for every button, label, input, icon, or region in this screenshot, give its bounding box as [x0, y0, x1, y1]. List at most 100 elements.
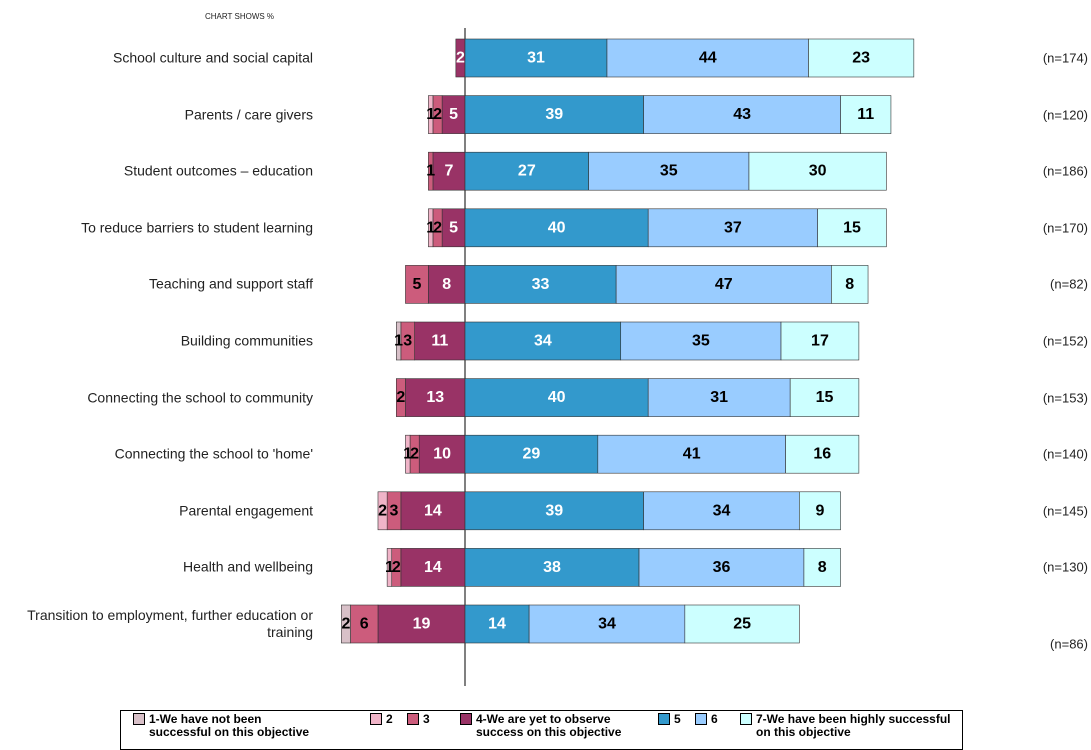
bar-segment: [428, 265, 466, 304]
value-label: 6: [360, 616, 369, 633]
legend-label: 3: [423, 712, 430, 726]
bar-segment: [432, 151, 466, 191]
bar-segment: [647, 208, 818, 248]
value-label: 14: [488, 616, 506, 633]
category-label: Transition to employment, further educat…: [27, 607, 313, 640]
value-label: 19: [413, 616, 431, 633]
legend-swatch: [695, 713, 707, 725]
value-label: 2: [433, 106, 442, 123]
bar-segment: [684, 604, 800, 644]
value-label: 44: [699, 50, 717, 67]
value-label: 11: [857, 106, 874, 123]
value-label: 8: [442, 276, 451, 293]
bar-segment: [377, 491, 388, 531]
legend-item: 4-We are yet to observe success on this …: [460, 713, 658, 739]
n-label: (n=130): [1042, 559, 1088, 575]
value-label: 34: [713, 502, 731, 519]
legend-item: 1-We have not been successful on this ob…: [133, 713, 321, 739]
value-label: 8: [818, 559, 827, 576]
legend-label: 4-We are yet to observe success on this …: [476, 712, 622, 739]
bar-segment: [464, 434, 599, 474]
legend-item: 7-We have been highly successful on this…: [740, 713, 963, 739]
bar-segment: [638, 548, 805, 587]
value-label: 7: [445, 163, 454, 180]
value-label: 15: [843, 219, 861, 236]
bar-segment: [464, 208, 649, 248]
category-label: Health and wellbeing: [183, 558, 313, 575]
value-label: 31: [710, 389, 728, 406]
legend-label: 2: [386, 712, 393, 726]
value-label: 1: [385, 559, 394, 576]
legend-swatch: [407, 713, 419, 725]
n-label: (n=170): [1042, 220, 1088, 236]
value-label: 14: [424, 502, 442, 519]
value-label: 30: [809, 163, 827, 180]
bar-segment: [400, 491, 466, 531]
value-label: 1: [403, 446, 412, 463]
value-label: 2: [456, 50, 465, 67]
legend: 1-We have not been successful on this ob…: [120, 710, 963, 750]
legend-item: 2: [370, 713, 410, 726]
value-label: 14: [424, 559, 442, 576]
bar-segment: [341, 604, 351, 644]
value-label: 43: [733, 106, 751, 123]
n-label: (n=82): [1050, 276, 1088, 292]
value-label: 11: [431, 333, 448, 350]
bar-segment: [643, 95, 841, 134]
category-label: To reduce barriers to student learning: [81, 219, 313, 236]
value-label: 9: [815, 502, 824, 519]
legend-item: 3: [407, 713, 447, 726]
n-label: (n=174): [1042, 50, 1088, 66]
bar-segment: [780, 321, 860, 361]
value-label: 15: [816, 389, 834, 406]
value-label: 2: [410, 446, 419, 463]
n-label: (n=145): [1042, 503, 1088, 519]
value-label: 39: [545, 106, 563, 123]
value-label: 23: [852, 50, 870, 67]
value-label: 1: [394, 333, 403, 350]
value-label: 25: [733, 616, 751, 633]
value-label: 40: [548, 389, 566, 406]
category-label: Connecting the school to 'home': [114, 445, 313, 462]
bar-segment: [464, 604, 530, 644]
bar-segment: [395, 378, 406, 417]
legend-label: 7-We have been highly successful on this…: [756, 712, 951, 739]
n-label: (n=120): [1042, 107, 1088, 123]
n-label: (n=152): [1042, 333, 1088, 349]
value-label: 17: [811, 333, 829, 350]
category-label: Parents / care givers: [184, 106, 313, 123]
value-label: 2: [392, 559, 401, 576]
value-label: 5: [449, 106, 458, 123]
bar-segment: [817, 208, 887, 248]
bar-segment: [405, 265, 429, 304]
value-label: 2: [378, 502, 387, 519]
value-label: 34: [598, 616, 616, 633]
value-label: 35: [692, 333, 710, 350]
bar-segment: [464, 491, 644, 531]
value-label: 2: [396, 389, 405, 406]
bar-segment: [395, 321, 402, 361]
bar-segment: [799, 491, 841, 531]
legend-swatch: [460, 713, 472, 725]
bar-segment: [428, 95, 434, 134]
value-label: 3: [390, 502, 399, 519]
bar-segment: [405, 434, 411, 474]
legend-item: 6: [695, 713, 735, 726]
bar-segment: [386, 548, 393, 587]
bar-segment: [785, 434, 860, 474]
value-label: 1: [426, 163, 435, 180]
category-label: School culture and social capital: [112, 49, 313, 66]
bar-segment: [414, 321, 466, 361]
value-label: 5: [412, 276, 421, 293]
bar-segment: [647, 378, 791, 417]
bar-segment: [377, 604, 466, 644]
value-label: 40: [548, 219, 566, 236]
value-label: 37: [724, 219, 742, 236]
value-label: 1: [426, 219, 435, 236]
legend-item: 5: [658, 713, 698, 726]
bar-segment: [428, 208, 434, 248]
value-label: 3: [403, 333, 412, 350]
value-label: 36: [713, 559, 731, 576]
value-label: 35: [660, 163, 678, 180]
